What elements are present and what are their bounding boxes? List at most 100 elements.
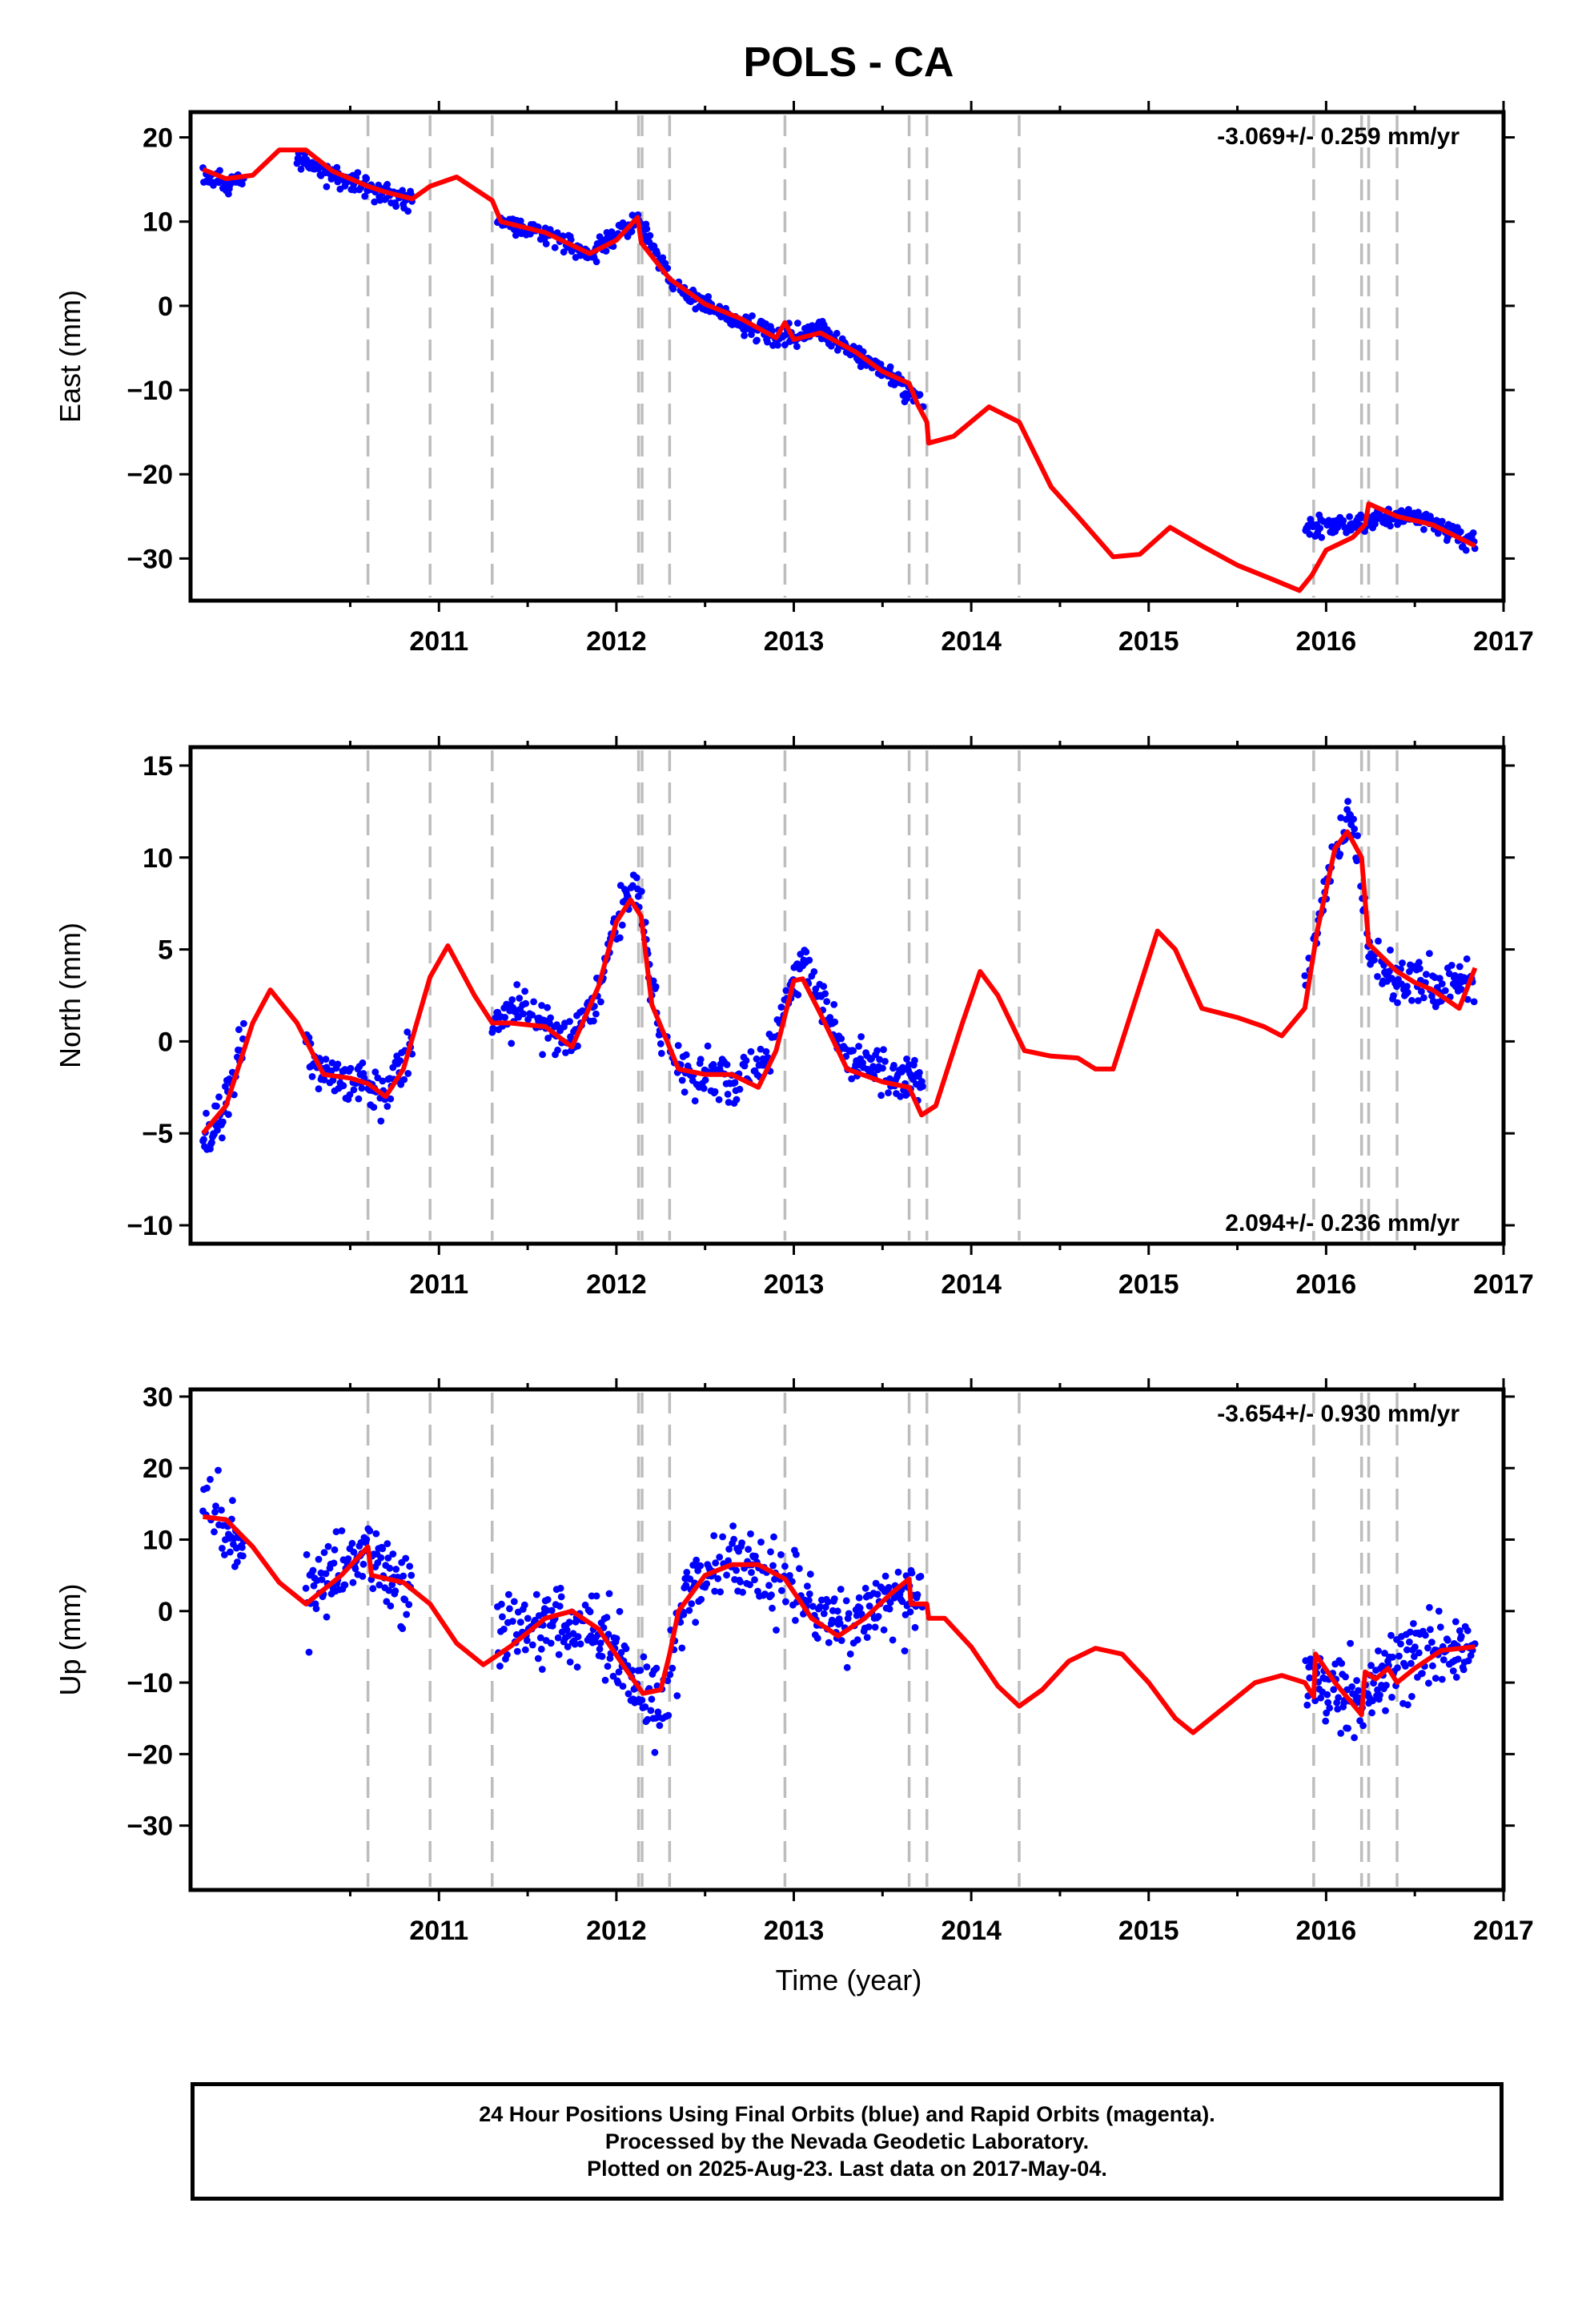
data-point	[1387, 1631, 1395, 1639]
data-point	[539, 1051, 546, 1059]
data-point	[1336, 850, 1344, 858]
x-tick-label: 2012	[586, 1269, 647, 1300]
data-point	[520, 1010, 528, 1018]
data-point	[528, 1011, 536, 1019]
data-point	[898, 1598, 906, 1606]
data-point	[379, 1077, 387, 1085]
data-point	[1428, 1638, 1435, 1646]
footer-line-processed: Processed by the Nevada Geodetic Laborat…	[604, 2129, 1090, 2153]
data-point	[1351, 1734, 1358, 1742]
data-point	[1447, 962, 1456, 969]
data-point	[806, 1570, 814, 1578]
data-point	[793, 343, 801, 350]
data-point	[1452, 1674, 1460, 1681]
y-tick-label: 20	[143, 123, 173, 154]
data-point	[331, 1546, 339, 1554]
data-point	[697, 1562, 705, 1570]
data-point	[1408, 1693, 1415, 1700]
data-point	[1303, 1701, 1311, 1709]
data-point	[1317, 1694, 1325, 1702]
data-point	[731, 1079, 739, 1087]
data-point	[762, 1047, 770, 1055]
data-point	[318, 1576, 326, 1583]
data-point	[874, 1613, 882, 1620]
data-point	[371, 198, 379, 206]
data-point	[845, 1610, 853, 1618]
data-point	[404, 207, 412, 215]
data-point	[665, 1711, 673, 1719]
data-point	[906, 1608, 914, 1616]
data-point	[332, 1528, 340, 1536]
data-point	[350, 1086, 358, 1094]
data-point	[680, 1610, 688, 1618]
x-tick-label: 2016	[1296, 1916, 1357, 1946]
data-point	[324, 1542, 332, 1550]
data-point	[508, 1039, 516, 1047]
data-point	[648, 1695, 656, 1703]
data-point	[359, 1560, 367, 1568]
data-point	[715, 1096, 723, 1104]
data-point	[1394, 1664, 1401, 1672]
data-point	[496, 1663, 504, 1670]
data-point	[741, 332, 748, 340]
data-point	[366, 1527, 374, 1534]
data-point	[746, 1581, 753, 1589]
data-point	[770, 1533, 777, 1541]
data-point	[701, 1076, 709, 1084]
data-point	[322, 1570, 330, 1578]
rate-label: -3.654+/- 0.930 mm/yr	[1217, 1401, 1460, 1427]
data-point	[1427, 1626, 1434, 1634]
data-point	[377, 1117, 385, 1125]
data-point	[1439, 1656, 1447, 1664]
data-point	[736, 1085, 744, 1093]
data-point	[704, 1042, 712, 1050]
data-point	[211, 1528, 218, 1536]
data-point	[911, 1056, 918, 1064]
data-point	[649, 977, 657, 985]
x-tick-label: 2014	[941, 1916, 1002, 1946]
data-point	[383, 1103, 391, 1110]
model-curve	[202, 147, 1476, 593]
data-point	[592, 1010, 600, 1018]
data-point	[842, 1597, 850, 1605]
data-point	[805, 956, 813, 964]
data-point	[500, 1626, 508, 1633]
data-point	[404, 1070, 412, 1077]
data-point	[385, 1586, 393, 1594]
data-point	[547, 1014, 554, 1022]
data-point	[753, 336, 761, 344]
data-point	[1322, 1717, 1330, 1725]
data-point	[753, 1055, 761, 1063]
data-point	[777, 1551, 785, 1558]
data-point	[544, 1003, 551, 1011]
data-points	[199, 1466, 1479, 1756]
data-point	[724, 1091, 732, 1098]
data-point	[516, 1618, 524, 1626]
data-point	[555, 1651, 563, 1659]
data-point	[865, 1602, 873, 1610]
data-point	[1467, 1651, 1475, 1659]
data-point	[227, 1548, 234, 1556]
data-point	[1324, 1699, 1332, 1707]
data-point	[1402, 1663, 1409, 1670]
data-point	[600, 1624, 608, 1631]
data-point	[1390, 992, 1397, 999]
y-tick-label: 0	[158, 1027, 173, 1057]
data-point	[521, 1646, 529, 1654]
data-point	[344, 1555, 352, 1562]
data-point	[399, 1625, 407, 1632]
data-point	[225, 190, 232, 198]
data-point	[643, 1663, 651, 1671]
y-axis-label: North (mm)	[54, 923, 86, 1068]
data-point	[401, 1596, 409, 1603]
data-point	[334, 1060, 342, 1068]
data-point	[320, 1076, 328, 1084]
data-point	[855, 1594, 863, 1602]
data-point	[544, 1596, 552, 1603]
data-point	[717, 1588, 725, 1596]
data-point	[685, 1606, 693, 1614]
data-point	[652, 1664, 661, 1672]
data-point	[846, 1651, 854, 1658]
data-point	[312, 1605, 320, 1613]
